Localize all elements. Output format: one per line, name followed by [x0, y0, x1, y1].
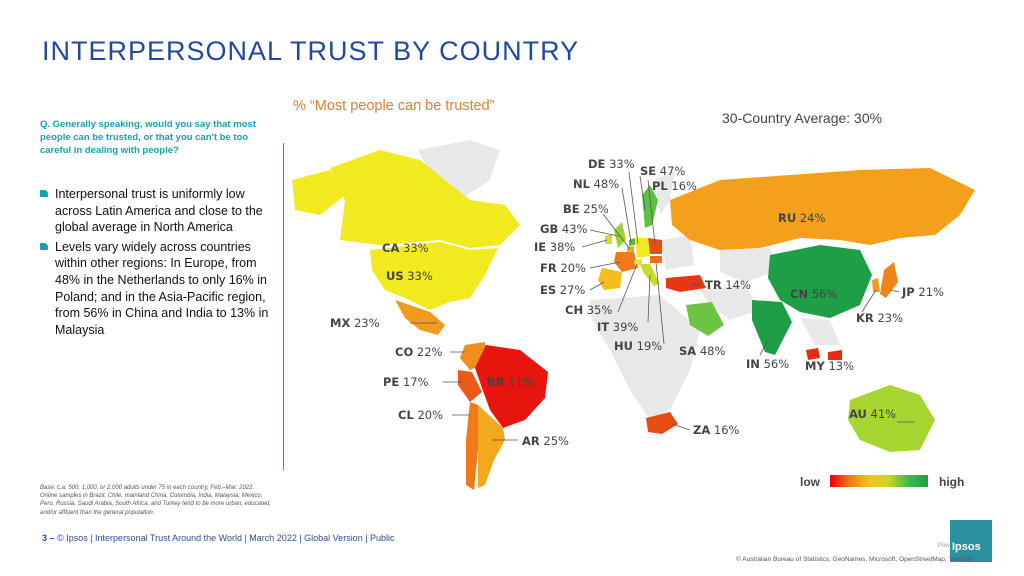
label-GB: GB 43%: [540, 222, 588, 236]
label-PL: PL 16%: [652, 179, 697, 193]
east-europe-shape: [662, 235, 694, 270]
country-CL: [466, 402, 478, 490]
country-ES: [598, 268, 622, 290]
scandinavia-shape: [655, 170, 675, 215]
country-NL: [629, 238, 635, 246]
label-RU: RU 24%: [778, 211, 825, 225]
label-MY: MY 13%: [805, 359, 854, 373]
bullet-text: Interpersonal trust is uniformly low acr…: [55, 187, 263, 235]
africa-shape: [590, 295, 700, 420]
country-CA: [330, 150, 520, 248]
country-labels: CA 33% US 33% MX 23% CO 22% PE 17% BR 11…: [330, 157, 944, 448]
page-title: INTERPERSONAL TRUST BY COUNTRY: [42, 36, 580, 66]
country-IN: [752, 300, 792, 355]
footer-text: © Ipsos | Interpersonal Trust Around the…: [57, 533, 395, 543]
country-ZA: [646, 412, 678, 434]
base-note: Base: c.a. 500, 1,000, or 2,000 adults u…: [40, 485, 271, 516]
legend-gradient: [830, 475, 928, 487]
logo-text: Ipsos: [952, 541, 981, 553]
country-BR: [475, 345, 548, 428]
label-CN: CN 56%: [790, 287, 837, 301]
country-CN: [768, 245, 872, 318]
footer: 3 – © Ipsos | Interpersonal Trust Around…: [42, 533, 395, 543]
label-IT: IT 39%: [597, 320, 638, 334]
label-IE: IE 38%: [534, 240, 575, 254]
country-SA: [686, 302, 724, 336]
bullet-icon: [40, 190, 48, 197]
country-RU: [670, 168, 975, 250]
country-CH: [634, 259, 642, 266]
label-AU: AU 41%: [849, 407, 896, 421]
country-AR: [478, 405, 505, 488]
bullet-item: Levels vary widely across countries with…: [40, 239, 276, 339]
survey-question: Q. Generally speaking, would you say tha…: [40, 119, 256, 156]
country-US: [370, 242, 498, 310]
label-SE: SE 47%: [640, 164, 685, 178]
se-asia-shape: [800, 318, 840, 345]
country-IE: [605, 234, 612, 244]
label-US: US 33%: [386, 269, 433, 283]
country-TR: [666, 275, 706, 292]
legend-low-label: low: [800, 475, 820, 489]
label-AR: AR 25%: [522, 434, 569, 448]
country-MX: [395, 300, 445, 335]
country-AU: [848, 385, 935, 452]
label-CA: CA 33%: [382, 241, 429, 255]
country-MY: [806, 348, 842, 360]
map-copyright: © Australian Bureau of Statistics, GeoNa…: [736, 556, 973, 563]
middle-east-shape: [700, 285, 760, 320]
label-ES: ES 27%: [540, 283, 585, 297]
label-BR: BR 11%: [487, 375, 534, 389]
page-number: 3: [42, 533, 48, 543]
label-KR: KR 23%: [856, 311, 903, 325]
bullet-text: Levels vary widely across countries with…: [55, 239, 269, 337]
country-KR: [872, 278, 880, 292]
label-ZA: ZA 16%: [693, 423, 740, 437]
ipsos-logo: Ipsos: [950, 520, 992, 562]
country-DE: [635, 238, 650, 258]
country-average: 30-Country Average: 30%: [722, 110, 883, 126]
map-subtitle: % “Most people can be trusted”: [293, 98, 495, 114]
country-PE: [458, 370, 482, 402]
key-findings: Interpersonal trust is uniformly low acr…: [40, 186, 276, 341]
label-DE: DE 33%: [588, 157, 635, 171]
label-MX: MX 23%: [330, 316, 380, 330]
label-CH: CH 35%: [565, 303, 612, 317]
country-PL: [648, 238, 662, 254]
label-HU: HU 19%: [614, 339, 662, 353]
country-FR: [614, 252, 638, 272]
powered-by-text: Pow: [938, 543, 950, 549]
legend-high-label: high: [939, 475, 965, 489]
leader-lines: [410, 171, 915, 441]
bullet-icon: [40, 242, 48, 250]
central-asia-shape: [720, 248, 780, 282]
label-CO: CO 22%: [395, 345, 443, 359]
country-HU: [650, 256, 662, 263]
bullet-item: Interpersonal trust is uniformly low acr…: [40, 186, 276, 236]
label-CL: CL 20%: [398, 408, 443, 422]
country-SE: [642, 185, 658, 228]
label-PE: PE 17%: [383, 375, 429, 389]
label-JP: JP 21%: [901, 285, 944, 299]
footer-dash: –: [49, 533, 55, 543]
label-FR: FR 20%: [540, 261, 586, 275]
label-TR: TR 14%: [705, 278, 751, 292]
country-GB: [614, 222, 626, 248]
country-JP: [880, 262, 898, 298]
label-BE: BE 25%: [563, 202, 609, 216]
alaska-shape: [292, 170, 345, 215]
divider-line: [283, 143, 284, 470]
label-NL: NL 48%: [573, 177, 619, 191]
label-IN: IN 56%: [746, 357, 789, 371]
label-SA: SA 48%: [679, 344, 725, 358]
